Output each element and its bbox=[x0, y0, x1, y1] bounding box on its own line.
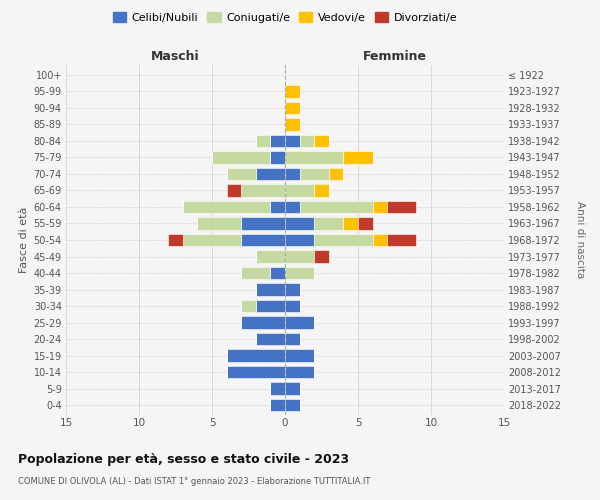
Bar bbox=[271, 135, 285, 147]
Bar bbox=[271, 201, 285, 213]
Bar bbox=[256, 284, 285, 296]
Bar bbox=[285, 316, 314, 328]
Bar bbox=[314, 135, 329, 147]
Text: Maschi: Maschi bbox=[151, 50, 200, 64]
Bar bbox=[227, 366, 285, 378]
Bar bbox=[227, 350, 285, 362]
Bar bbox=[373, 201, 387, 213]
Bar bbox=[285, 234, 314, 246]
Bar bbox=[299, 135, 314, 147]
Text: COMUNE DI OLIVOLA (AL) - Dati ISTAT 1° gennaio 2023 - Elaborazione TUTTITALIA.IT: COMUNE DI OLIVOLA (AL) - Dati ISTAT 1° g… bbox=[18, 478, 370, 486]
Y-axis label: Fasce di età: Fasce di età bbox=[19, 207, 29, 273]
Bar bbox=[285, 267, 314, 279]
Bar bbox=[256, 168, 285, 180]
Bar bbox=[358, 218, 373, 230]
Bar bbox=[285, 135, 299, 147]
Bar bbox=[285, 218, 314, 230]
Legend: Celibi/Nubili, Coniugati/e, Vedovi/e, Divorziati/e: Celibi/Nubili, Coniugati/e, Vedovi/e, Di… bbox=[109, 8, 461, 27]
Bar bbox=[285, 300, 299, 312]
Bar bbox=[256, 300, 285, 312]
Bar bbox=[271, 152, 285, 164]
Bar bbox=[387, 201, 416, 213]
Bar bbox=[285, 366, 314, 378]
Bar bbox=[285, 168, 299, 180]
Bar bbox=[285, 118, 299, 130]
Bar bbox=[271, 382, 285, 395]
Bar bbox=[285, 201, 299, 213]
Bar bbox=[241, 218, 285, 230]
Text: Femmine: Femmine bbox=[362, 50, 427, 64]
Bar bbox=[241, 234, 285, 246]
Bar bbox=[299, 168, 329, 180]
Bar bbox=[183, 201, 271, 213]
Bar bbox=[183, 234, 241, 246]
Bar bbox=[212, 152, 271, 164]
Bar bbox=[343, 218, 358, 230]
Bar bbox=[271, 267, 285, 279]
Bar bbox=[285, 284, 299, 296]
Bar bbox=[285, 382, 299, 395]
Bar bbox=[241, 267, 271, 279]
Bar bbox=[285, 102, 299, 114]
Bar bbox=[314, 234, 373, 246]
Bar bbox=[256, 250, 285, 262]
Bar bbox=[314, 218, 343, 230]
Bar bbox=[285, 350, 314, 362]
Bar bbox=[271, 399, 285, 411]
Bar bbox=[256, 333, 285, 345]
Text: Popolazione per età, sesso e stato civile - 2023: Popolazione per età, sesso e stato civil… bbox=[18, 452, 349, 466]
Bar bbox=[285, 250, 314, 262]
Bar bbox=[329, 168, 343, 180]
Bar bbox=[285, 399, 299, 411]
Bar bbox=[227, 184, 241, 196]
Bar bbox=[241, 300, 256, 312]
Bar bbox=[314, 184, 329, 196]
Bar bbox=[285, 85, 299, 98]
Bar bbox=[227, 168, 256, 180]
Bar bbox=[285, 152, 343, 164]
Bar bbox=[256, 135, 271, 147]
Bar bbox=[343, 152, 373, 164]
Bar bbox=[314, 250, 329, 262]
Y-axis label: Anni di nascita: Anni di nascita bbox=[575, 202, 585, 278]
Bar bbox=[387, 234, 416, 246]
Bar bbox=[285, 184, 314, 196]
Bar bbox=[241, 316, 285, 328]
Bar bbox=[241, 184, 285, 196]
Bar bbox=[373, 234, 387, 246]
Bar bbox=[168, 234, 183, 246]
Bar bbox=[285, 333, 299, 345]
Bar bbox=[197, 218, 241, 230]
Bar bbox=[299, 201, 373, 213]
